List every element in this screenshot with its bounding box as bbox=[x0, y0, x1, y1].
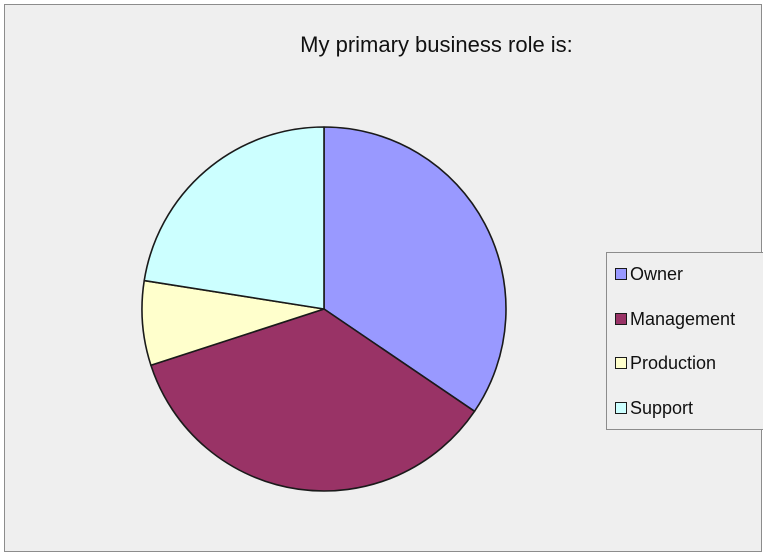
legend-swatch-support bbox=[615, 402, 627, 414]
legend-label-support: Support bbox=[630, 397, 694, 418]
legend-label-production: Production bbox=[630, 352, 717, 373]
legend-item-support: Support bbox=[615, 397, 693, 419]
legend-item-production: Production bbox=[615, 352, 716, 374]
legend-label-owner: Owner bbox=[630, 263, 684, 284]
pie-slice-support bbox=[143, 126, 325, 310]
legend-label-management: Management bbox=[630, 308, 736, 329]
legend-item-owner: Owner bbox=[615, 263, 683, 285]
pie-slice-owner bbox=[323, 126, 507, 413]
legend-swatch-management bbox=[615, 313, 627, 325]
legend: Owner Management Production Support bbox=[606, 252, 763, 430]
legend-swatch-production bbox=[615, 357, 627, 369]
pie-slice-management bbox=[150, 308, 476, 492]
legend-item-management: Management bbox=[615, 308, 735, 330]
chart-title: My primary business role is: bbox=[300, 32, 573, 57]
legend-swatch-owner bbox=[615, 268, 627, 280]
